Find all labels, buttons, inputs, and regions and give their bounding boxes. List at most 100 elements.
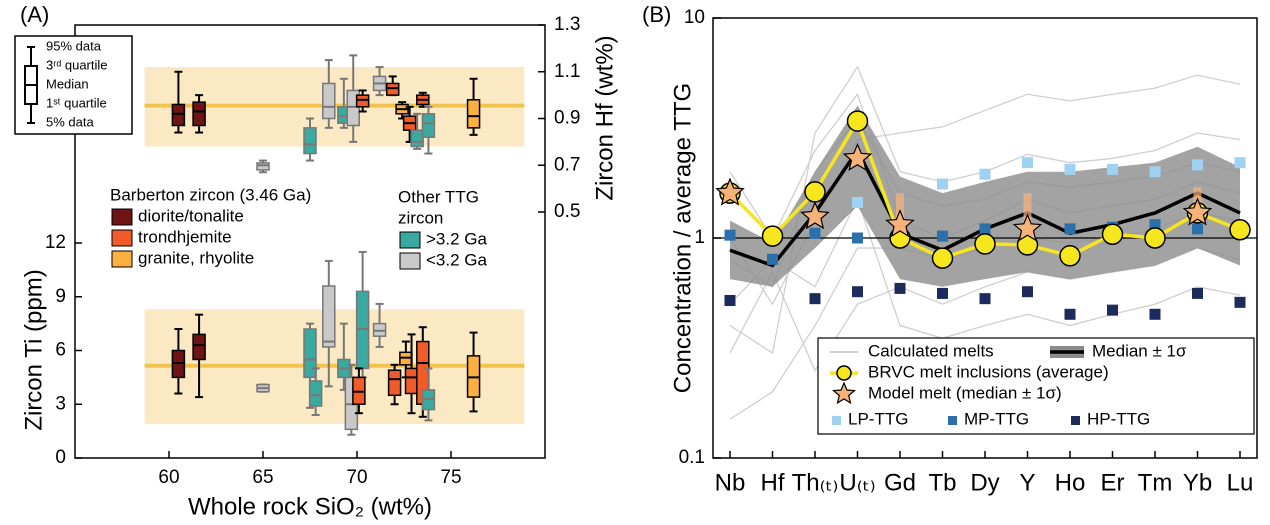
legend-swatch <box>399 252 421 270</box>
legend-label: Median ± 1σ <box>1092 341 1187 360</box>
marker <box>715 177 745 206</box>
marker <box>804 181 826 203</box>
box-key-label: 95% data <box>46 38 102 53</box>
marker <box>852 232 863 244</box>
marker <box>1064 163 1076 175</box>
x-tick-label: U₍ₜ₎ <box>839 469 875 496</box>
x-tick-label: Yb <box>1183 469 1212 496</box>
legend-label: >3.2 Ga <box>426 229 488 248</box>
marker <box>979 293 991 305</box>
box <box>385 82 400 96</box>
marker <box>1064 308 1076 320</box>
marker <box>1107 163 1118 175</box>
x-tick-label: Tb <box>928 469 956 496</box>
y-axis-label: Concentration / average TTG <box>669 83 696 393</box>
legend-label: MP-TTG <box>964 409 1029 428</box>
box <box>355 94 370 108</box>
box-key-label: 3ʳᵈ quartile <box>46 57 108 72</box>
legend-title: Barberton zircon (3.46 Ga) <box>110 185 311 204</box>
y-tick-label: 1 <box>694 227 705 248</box>
box <box>410 129 424 148</box>
marker <box>937 287 948 299</box>
box <box>256 162 270 171</box>
marker <box>1107 304 1118 316</box>
y-tick-label: 0.9 <box>554 108 580 129</box>
legend-swatch <box>111 229 133 247</box>
marker <box>1149 219 1161 231</box>
marker <box>1192 223 1203 235</box>
marker <box>809 293 821 305</box>
marker <box>1192 159 1203 171</box>
marker <box>846 110 869 132</box>
marker <box>937 230 948 242</box>
marker <box>800 201 830 230</box>
legend-glyph <box>832 381 856 405</box>
box-key-label: 5% data <box>46 114 94 129</box>
y-tick-label: 1.3 <box>554 14 580 35</box>
x-axis-label: Whole rock SiO₂ (wt%) <box>188 493 432 520</box>
marker <box>974 233 996 255</box>
marker <box>1234 296 1246 308</box>
melt-line <box>729 247 1241 372</box>
x-tick-label: 65 <box>252 467 273 488</box>
marker <box>1182 197 1213 226</box>
box <box>322 285 336 348</box>
marker <box>1229 219 1251 241</box>
box <box>322 82 336 120</box>
panel-label: (B) <box>642 2 671 27</box>
box-key-label: Median <box>46 76 89 91</box>
legend-title: Other TTG <box>398 187 479 206</box>
x-tick-label: Er <box>1101 469 1125 496</box>
panel-a-frame <box>74 24 546 459</box>
legend-label: Model melt (median ± 1σ) <box>868 383 1062 402</box>
legend-label: Calculated melts <box>868 341 994 360</box>
x-tick-label: Hf <box>761 469 785 496</box>
marker <box>1149 166 1161 178</box>
marker <box>842 142 873 172</box>
y-tick-label: 3 <box>55 393 66 414</box>
legend-label: trondhjemite <box>138 227 232 246</box>
y-tick-label: 10 <box>684 7 705 28</box>
legend-label: <3.2 Ga <box>426 250 488 269</box>
legend-glyph <box>1071 416 1080 425</box>
legend-glyph <box>832 416 841 425</box>
x-tick-label: 75 <box>440 467 461 488</box>
box <box>466 99 481 129</box>
x-tick-label: Lu <box>1227 469 1254 496</box>
marker <box>1144 227 1166 249</box>
legend-title: zircon <box>398 208 443 227</box>
legend-label: granite, rhyolite <box>138 248 254 267</box>
x-tick-label: Dy <box>970 469 999 496</box>
legend-glyph <box>948 416 957 425</box>
legend-label: BRVC melt inclusions (average) <box>868 362 1109 381</box>
legend-glyph <box>836 365 852 381</box>
legend-label: LP-TTG <box>848 409 908 428</box>
y-tick-label: 0.5 <box>554 201 580 222</box>
x-tick-label: Th₍ₜ₎ <box>792 469 839 496</box>
marker <box>852 196 863 208</box>
x-tick-label: Nb <box>715 469 746 496</box>
x-tick-label: 70 <box>346 467 367 488</box>
marker <box>1022 286 1033 298</box>
legend-swatch <box>111 250 133 268</box>
melt-line <box>729 197 1241 339</box>
box <box>308 380 323 407</box>
x-tick-label: Y <box>1019 469 1035 496</box>
legend-swatch <box>111 208 133 226</box>
marker <box>894 282 906 294</box>
y-axis-label: Zircon Hf (wt%) <box>591 35 618 200</box>
y-tick-label: 0 <box>55 447 66 468</box>
marker <box>931 247 954 269</box>
marker <box>1192 287 1203 299</box>
marker <box>1149 308 1161 320</box>
legend-label: HP-TTG <box>1087 409 1150 428</box>
box <box>421 113 436 138</box>
marker <box>1234 157 1246 169</box>
legend-frame <box>817 337 1255 435</box>
box <box>387 369 402 397</box>
y-tick-label: 6 <box>55 340 66 361</box>
marker <box>852 286 863 298</box>
marker <box>1064 223 1076 235</box>
marker <box>809 227 821 239</box>
